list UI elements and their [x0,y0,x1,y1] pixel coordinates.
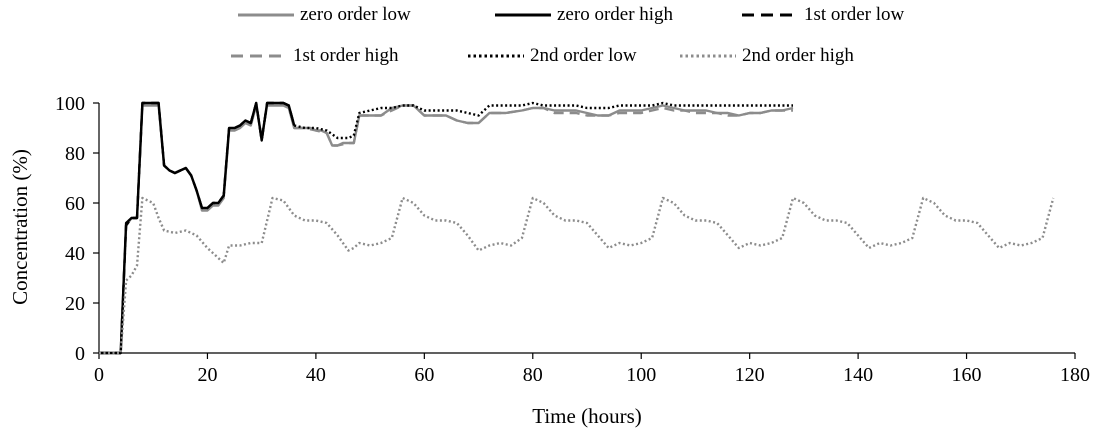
legend-row-1: zero order low zero order high 1st order… [0,4,1104,30]
series-line-1st-order-low [99,101,296,355]
legend-label-1st-order-high: 1st order high [293,45,399,66]
y-tick-label: 100 [55,93,85,115]
legend-swatch-2nd-order-low [468,54,524,58]
y-tick-label: 80 [65,143,85,165]
x-tick-label: 40 [306,364,326,386]
x-tick-label: 160 [952,364,982,386]
y-tick-label: 40 [65,243,85,265]
legend-item-2nd-order-high: 2nd order high [680,45,854,67]
legend-item-zero-order-high: zero order high [495,4,673,26]
axes: 0 20 40 60 80 100 0 20 40 60 80 100 120 140 160 180 [55,93,1090,386]
legend-item-1st-order-high: 1st order high [231,45,399,67]
x-tick-label: 120 [735,364,765,386]
legend-swatch-1st-order-high [231,54,287,58]
x-tick-label: 80 [523,364,543,386]
x-tick-label: 60 [414,364,434,386]
x-tick-label: 0 [94,364,104,386]
legend-label-zero-order-low: zero order low [300,4,411,25]
legend-row-2: 1st order high 2nd order low 2nd order h… [0,45,1104,71]
series-line-zero-order-low [99,104,794,355]
legend-swatch-2nd-order-high [680,54,736,58]
series-group [99,101,1055,355]
legend-item-zero-order-low: zero order low [238,4,411,26]
legend-swatch-1st-order-low [742,13,798,17]
legend-label-1st-order-low: 1st order low [804,4,905,25]
y-axis-label: Concentration (%) [8,149,32,305]
legend-item-1st-order-low: 1st order low [742,4,904,26]
y-tick-label: 60 [65,193,85,215]
y-tick-label: 20 [65,293,85,315]
legend-swatch-zero-order-low [238,13,294,17]
legend-label-zero-order-high: zero order high [557,4,674,25]
x-axis-label: Time (hours) [532,404,641,428]
series-line-2nd-order-high [99,196,1055,355]
legend-swatch-zero-order-high [495,13,551,17]
x-tick-label: 140 [843,364,873,386]
legend-label-2nd-order-low: 2nd order low [530,45,637,66]
legend-item-2nd-order-low: 2nd order low [468,45,637,67]
x-tick-label: 20 [197,364,217,386]
x-tick-label: 100 [626,364,656,386]
legend-label-2nd-order-high: 2nd order high [742,45,854,66]
y-tick-label: 0 [75,343,85,365]
x-tick-label: 180 [1060,364,1090,386]
